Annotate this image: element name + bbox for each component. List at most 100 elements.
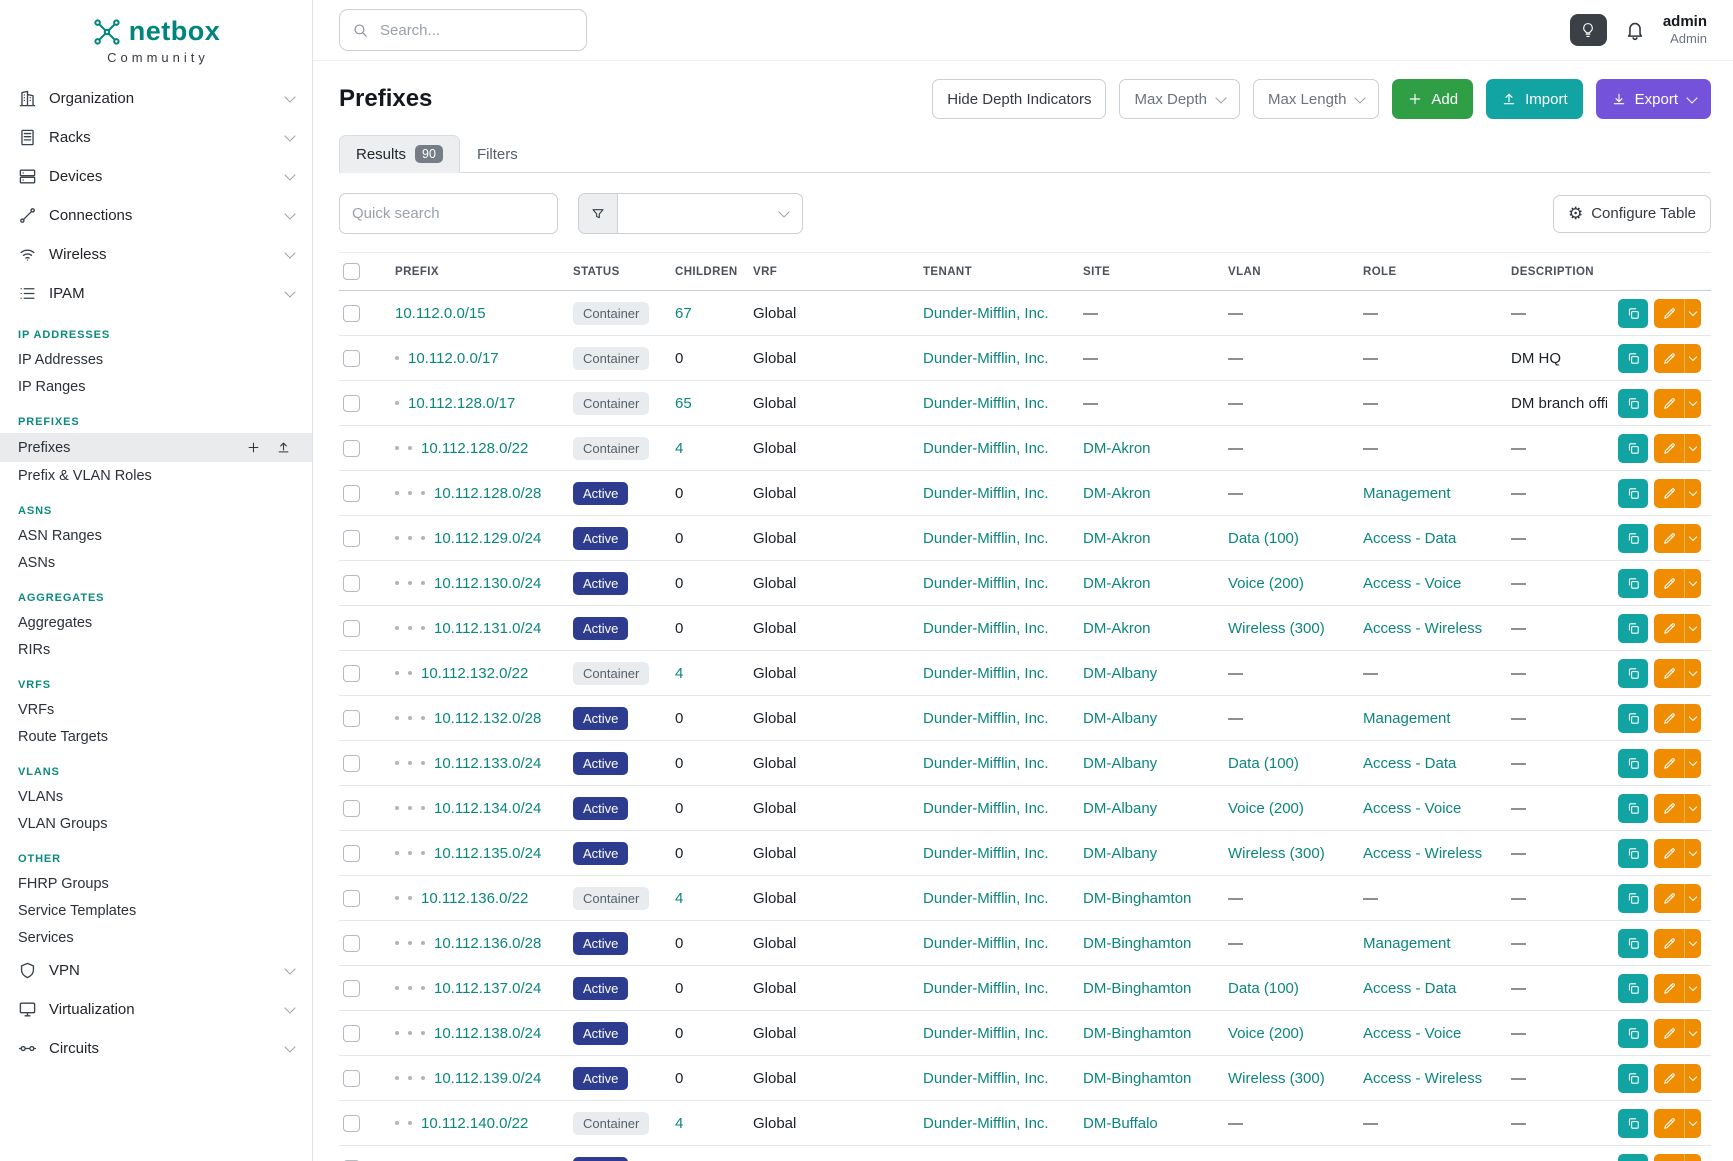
prefix-link[interactable]: 10.112.132.0/22	[421, 664, 529, 682]
copy-button[interactable]	[1618, 523, 1648, 553]
edit-dropdown-chevron[interactable]	[1684, 703, 1701, 733]
copy-button[interactable]	[1618, 298, 1648, 328]
edit-button[interactable]	[1654, 658, 1684, 688]
tenant-link[interactable]: Dunder-Mifflin, Inc.	[923, 529, 1049, 547]
site-link[interactable]: DM-Binghamton	[1083, 1024, 1192, 1042]
row-checkbox[interactable]	[343, 304, 360, 322]
column-header-site[interactable]: SITE	[1073, 252, 1218, 291]
row-checkbox[interactable]	[343, 1114, 360, 1132]
sidebar-item-vpn[interactable]: VPN	[0, 951, 312, 990]
vlan-link[interactable]: Voice (200)	[1228, 1024, 1304, 1042]
prefix-link[interactable]: 10.112.134.0/24	[434, 799, 542, 817]
tenant-link[interactable]: Dunder-Mifflin, Inc.	[923, 1160, 1049, 1161]
row-checkbox[interactable]	[343, 844, 360, 862]
edit-button[interactable]	[1654, 973, 1684, 1003]
tenant-link[interactable]: Dunder-Mifflin, Inc.	[923, 889, 1049, 907]
sidebar-item-vrfs[interactable]: VRFs	[18, 701, 55, 718]
row-checkbox[interactable]	[343, 1024, 360, 1042]
role-link[interactable]: Access - Voice	[1363, 799, 1462, 817]
column-header-vlan[interactable]: VLAN	[1218, 252, 1353, 291]
prefix-link[interactable]: 10.112.128.0/22	[421, 439, 529, 457]
prefix-link[interactable]: 10.112.136.0/22	[421, 889, 529, 907]
vlan-link[interactable]: Data (100)	[1228, 979, 1299, 997]
import-button[interactable]: Import	[1486, 79, 1583, 119]
notifications-bell-icon[interactable]	[1624, 19, 1646, 41]
copy-button[interactable]	[1618, 1153, 1648, 1161]
site-link[interactable]: DM-Albany	[1083, 754, 1158, 772]
children-count-link[interactable]: 67	[675, 304, 692, 322]
row-checkbox[interactable]	[343, 394, 360, 412]
edit-button[interactable]	[1654, 838, 1684, 868]
row-checkbox[interactable]	[343, 439, 360, 457]
edit-button[interactable]	[1654, 928, 1684, 958]
site-link[interactable]: DM-Akron	[1083, 619, 1151, 637]
row-checkbox[interactable]	[343, 799, 360, 817]
prefix-link[interactable]: 10.112.128.0/28	[434, 484, 542, 502]
sidebar-item-virtualization[interactable]: Virtualization	[0, 990, 312, 1029]
site-link[interactable]: DM-Binghamton	[1083, 979, 1192, 997]
copy-button[interactable]	[1618, 793, 1648, 823]
row-checkbox[interactable]	[343, 754, 360, 772]
edit-button[interactable]	[1654, 613, 1684, 643]
vlan-link[interactable]: Voice (200)	[1228, 574, 1304, 592]
sidebar-item-circuits[interactable]: Circuits	[0, 1029, 312, 1068]
copy-button[interactable]	[1618, 343, 1648, 373]
edit-dropdown-chevron[interactable]	[1684, 433, 1701, 463]
site-link[interactable]: DM-Akron	[1083, 574, 1151, 592]
site-link[interactable]: DM-Akron	[1083, 529, 1151, 547]
prefix-link[interactable]: 10.112.135.0/24	[434, 844, 542, 862]
role-link[interactable]: Access - Wireless	[1363, 844, 1483, 862]
role-link[interactable]: Access - Wireless	[1363, 619, 1483, 637]
copy-button[interactable]	[1618, 1063, 1648, 1093]
sidebar-item-ipam[interactable]: IPAM	[0, 274, 312, 313]
prefix-link[interactable]: 10.112.132.0/28	[434, 709, 542, 727]
copy-button[interactable]	[1618, 703, 1648, 733]
site-link[interactable]: DM-Akron	[1083, 484, 1151, 502]
copy-button[interactable]	[1618, 568, 1648, 598]
prefix-link[interactable]: 10.112.140.0/28	[434, 1160, 541, 1161]
prefix-link[interactable]: 10.112.136.0/28	[434, 934, 542, 952]
tenant-link[interactable]: Dunder-Mifflin, Inc.	[923, 1069, 1049, 1087]
row-checkbox[interactable]	[343, 979, 360, 997]
max-depth-dropdown[interactable]: Max Depth	[1119, 79, 1241, 119]
row-checkbox[interactable]	[343, 709, 360, 727]
edit-dropdown-chevron[interactable]	[1684, 298, 1701, 328]
column-header-children[interactable]: CHILDREN	[665, 252, 743, 291]
role-link[interactable]: Management	[1363, 1160, 1451, 1161]
column-header-status[interactable]: STATUS	[563, 252, 665, 291]
tenant-link[interactable]: Dunder-Mifflin, Inc.	[923, 844, 1049, 862]
edit-dropdown-chevron[interactable]	[1684, 613, 1701, 643]
export-button[interactable]: Export	[1595, 79, 1711, 119]
prefix-link[interactable]: 10.112.128.0/17	[408, 394, 516, 412]
tenant-link[interactable]: Dunder-Mifflin, Inc.	[923, 799, 1049, 817]
vlan-link[interactable]: Data (100)	[1228, 529, 1299, 547]
saved-filter-select[interactable]	[618, 193, 803, 234]
site-link[interactable]: DM-Binghamton	[1083, 889, 1192, 907]
sidebar-item-service-templates[interactable]: Service Templates	[18, 902, 137, 919]
add-prefix-quick-button[interactable]	[244, 439, 262, 457]
sidebar-item-ip-addresses[interactable]: IP Addresses	[18, 351, 104, 368]
sidebar-item-vlan-groups[interactable]: VLAN Groups	[18, 815, 108, 832]
copy-button[interactable]	[1618, 1018, 1648, 1048]
tab-filters[interactable]: Filters	[476, 145, 518, 163]
role-link[interactable]: Access - Voice	[1363, 1024, 1462, 1042]
tab-results[interactable]: Results 90	[339, 135, 460, 173]
site-link[interactable]: DM-Albany	[1083, 799, 1158, 817]
edit-dropdown-chevron[interactable]	[1684, 1153, 1701, 1161]
sidebar-item-rirs[interactable]: RIRs	[18, 641, 51, 658]
add-button[interactable]: Add	[1392, 79, 1474, 119]
tenant-link[interactable]: Dunder-Mifflin, Inc.	[923, 439, 1049, 457]
quick-search-input[interactable]	[339, 193, 558, 234]
edit-dropdown-chevron[interactable]	[1684, 388, 1701, 418]
role-link[interactable]: Access - Voice	[1363, 574, 1462, 592]
copy-button[interactable]	[1618, 658, 1648, 688]
tenant-link[interactable]: Dunder-Mifflin, Inc.	[923, 979, 1049, 997]
children-count-link[interactable]: 4	[675, 439, 684, 457]
edit-button[interactable]	[1654, 433, 1684, 463]
sidebar-item-racks[interactable]: Racks	[0, 118, 312, 157]
edit-dropdown-chevron[interactable]	[1684, 568, 1701, 598]
sidebar-item-prefix-vlan-roles[interactable]: Prefix & VLAN Roles	[18, 467, 152, 484]
tenant-link[interactable]: Dunder-Mifflin, Inc.	[923, 664, 1049, 682]
edit-dropdown-chevron[interactable]	[1684, 478, 1701, 508]
copy-button[interactable]	[1618, 883, 1648, 913]
